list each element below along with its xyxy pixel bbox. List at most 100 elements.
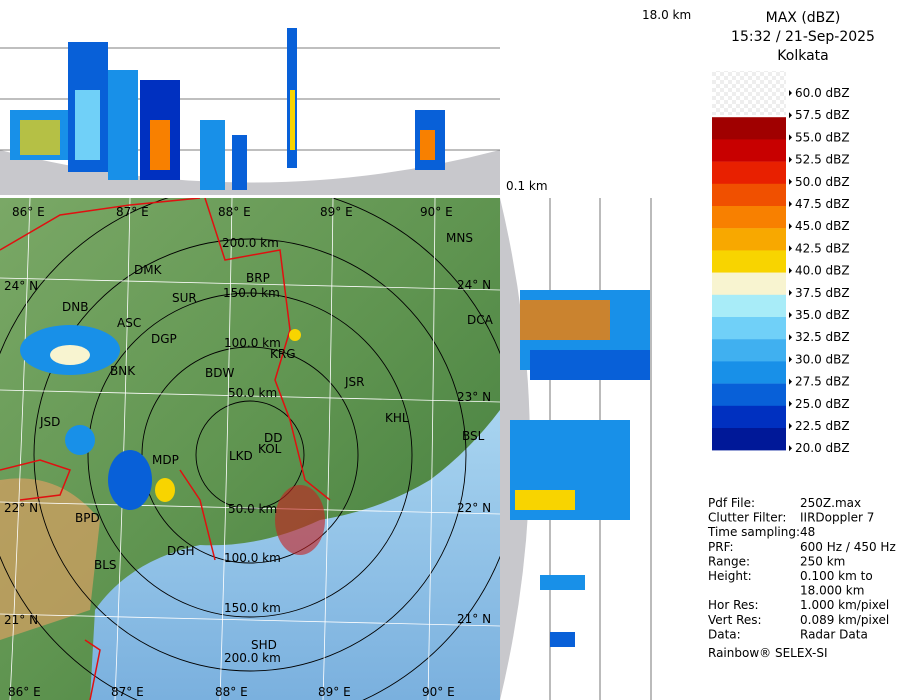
city-label: LKD [229,449,253,463]
colorbar-segment [712,405,786,429]
colorbar-segment [712,317,786,340]
colorbar-tick [789,312,792,318]
colorbar-label: 55.0 dBZ [795,130,850,144]
info-label: Time sampling: [707,525,800,539]
colorbar-label: 30.0 dBZ [795,352,850,366]
info-value: 18.000 km [800,584,864,598]
colorbar-segment [712,183,786,207]
colorbar-tick [789,445,792,452]
city-label: JSD [39,415,60,429]
info-panel: Pdf File: 250Z.max Clutter Filter: IIRDoppl… [707,496,896,660]
colorbar-label: 20.0 dBZ [795,441,850,455]
colorbar: 60.0 dBZ 57.5 dBZ 55.0 dBZ 52.5 dBZ 50.0 dBZ… [712,86,850,455]
colorbar-label: 47.5 dBZ [795,197,850,211]
city-label: BRP [246,271,270,285]
colorbar-segment [712,272,786,295]
info-label: Height: [708,569,752,583]
colorbar-segment [712,117,786,140]
colorbar-tick [789,289,792,296]
echo-profile [10,28,445,190]
city-label: BNK [110,364,136,378]
city-label: BSL [462,429,485,443]
city-label: DMK [134,263,163,277]
lat-label: 22° N [4,501,38,515]
info-value: 0.100 km to [800,569,873,583]
echoes [20,325,325,555]
top-panel [0,0,500,195]
colorbar-segment [712,250,786,273]
lon-label: 89° E [318,685,351,699]
colorbar-label: 32.5 dBZ [795,330,850,344]
colorbar-tick [789,223,792,230]
info-value: 48 [800,525,815,539]
echo-profile [510,290,650,647]
info-label: Clutter Filter: [708,511,786,525]
colorbar-label: 37.5 dBZ [795,286,850,300]
lon-label: 90° E [422,685,455,699]
colorbar-tick [789,245,792,252]
info-label: Pdf File: [708,496,755,510]
colorbar-tick [789,334,792,341]
city-label: BPD [75,511,100,525]
colorbar-label: 45.0 dBZ [795,219,850,233]
colorbar-segment [712,228,786,251]
height-min: 0.1 km [506,179,548,193]
info-label: Range: [708,554,750,568]
lon-label: 86° E [8,685,41,699]
info-label: Hor Res: [708,598,759,612]
colorbar-label: 25.0 dBZ [795,397,850,411]
title: MAX (dBZ) [766,10,841,26]
city-label: KHL [385,411,409,425]
range-label: 50.0 km [228,502,277,516]
colorbar-tick [789,378,792,385]
colorbar-tick [789,90,792,96]
colorbar-label: 52.5 dBZ [795,153,850,167]
colorbar-tick [789,356,792,363]
range-label: 150.0 km [224,601,281,615]
height-max: 18.0 km [642,8,691,22]
colorbar-segment [712,361,786,384]
info-value: 1.000 km/pixel [800,598,889,612]
info-value: 600 Hz / 450 Hz [800,540,896,554]
lon-label: 88° E [218,205,251,219]
city-label: MNS [446,231,473,245]
colorbar-segment [712,383,786,406]
range-label: 100.0 km [224,551,281,565]
lon-label: 90° E [420,205,453,219]
info-value: Radar Data [800,627,868,641]
colorbar-empty [712,71,786,115]
station: Kolkata [777,48,828,64]
lon-label: 89° E [320,205,353,219]
footer: Rainbow® SELEX-SI [708,646,828,660]
range-label: 200.0 km [222,236,279,250]
lon-label: 87° E [116,205,149,219]
lat-label: 21° N [457,612,491,626]
info-value: 0.089 km/pixel [800,613,889,627]
colorbar-label: 60.0 dBZ [795,86,850,100]
city-label: DGH [167,544,195,558]
info-label: Vert Res: [708,613,762,627]
city-label: DD [264,431,282,445]
city-label: BDW [205,366,234,380]
range-label: 50.0 km [228,386,277,400]
range-label: 150.0 km [223,286,280,300]
colorbar-segment [712,428,786,451]
city-label: BLS [94,558,117,572]
colorbar-segment [712,161,786,184]
colorbar-label: 50.0 dBZ [795,175,850,189]
lat-label: 22° N [457,501,491,515]
city-label: SUR [172,291,197,305]
right-panel [500,198,700,700]
colorbar-label: 40.0 dBZ [795,264,850,278]
city-label: KOL [258,442,282,456]
colorbar-label: 57.5 dBZ [795,108,850,122]
colorbar-tick [789,400,792,407]
time: 15:32 / 21-Sep-2025 [731,29,875,45]
city-label: DGP [151,332,177,346]
colorbar-tick [789,178,792,185]
info-value: 250Z.max [800,496,861,510]
colorbar-label: 42.5 dBZ [795,241,850,255]
colorbar-label: 27.5 dBZ [795,375,850,389]
city-label: DCA [467,313,494,327]
